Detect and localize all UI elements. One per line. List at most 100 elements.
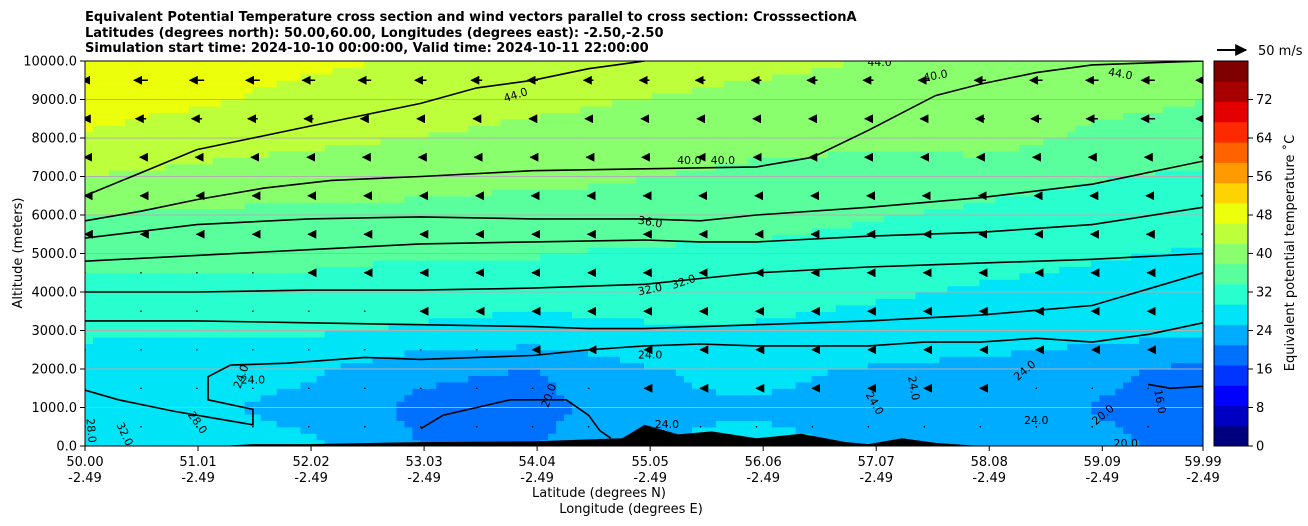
heatmap-cell <box>644 292 653 300</box>
heatmap-cell <box>388 413 398 421</box>
heatmap-cell <box>963 285 973 293</box>
heatmap-cell <box>228 266 238 274</box>
heatmap-cell <box>284 413 294 421</box>
heatmap-cell <box>675 266 685 274</box>
heatmap-cell <box>1163 330 1172 338</box>
heatmap-cell <box>124 292 134 300</box>
heatmap-cell <box>1011 401 1020 409</box>
heatmap-cell <box>148 369 158 377</box>
heatmap-cell <box>364 240 374 248</box>
heatmap-cell <box>476 362 485 370</box>
heatmap-cell <box>1059 330 1068 338</box>
heatmap-cell <box>468 413 477 421</box>
heatmap-cell <box>284 420 294 428</box>
heatmap-cell <box>556 292 565 300</box>
heatmap-cell <box>244 227 254 235</box>
heatmap-cell <box>124 420 134 428</box>
heatmap-cell <box>524 362 533 370</box>
heatmap-cell <box>1035 375 1044 383</box>
heatmap-cell <box>188 433 198 441</box>
heatmap-cell <box>332 362 342 370</box>
heatmap-cell <box>604 375 613 383</box>
heatmap-cell <box>947 279 957 287</box>
heatmap-cell <box>396 215 406 223</box>
heatmap-cell <box>939 336 949 344</box>
heatmap-cell <box>1171 279 1180 287</box>
heatmap-cell <box>1059 285 1068 293</box>
heatmap-cell <box>971 356 980 364</box>
heatmap-cell <box>923 420 933 428</box>
heatmap-cell <box>252 388 262 396</box>
heatmap-cell <box>763 401 773 409</box>
heatmap-cell <box>612 279 621 287</box>
heatmap-cell <box>1003 343 1012 351</box>
heatmap-cell <box>763 247 773 255</box>
heatmap-cell <box>787 420 797 428</box>
heatmap-cell <box>891 362 901 370</box>
heatmap-cell <box>1083 317 1092 325</box>
heatmap-cell <box>1131 381 1140 389</box>
heatmap-cell <box>955 292 965 300</box>
heatmap-cell <box>651 375 661 383</box>
heatmap-cell <box>100 234 110 242</box>
heatmap-cell <box>875 221 885 229</box>
heatmap-cell <box>707 369 717 377</box>
heatmap-cell <box>180 253 190 261</box>
heatmap-cell <box>731 426 741 434</box>
heatmap-cell <box>699 279 709 287</box>
heatmap-cell <box>316 375 326 383</box>
heatmap-cell <box>644 336 653 344</box>
heatmap-cell <box>1035 285 1044 293</box>
heatmap-cell <box>492 407 501 415</box>
heatmap-cell <box>651 394 661 402</box>
heatmap-cell <box>532 304 541 312</box>
heatmap-cell <box>492 381 501 389</box>
heatmap-cell <box>148 215 158 223</box>
heatmap-cell <box>292 234 302 242</box>
heatmap-cell <box>620 336 629 344</box>
heatmap-cell <box>404 413 414 421</box>
heatmap-cell <box>324 317 334 325</box>
heatmap-cell <box>572 317 581 325</box>
heatmap-cell <box>85 298 94 306</box>
heatmap-cell <box>388 330 398 338</box>
heatmap-cell <box>412 413 421 421</box>
heatmap-cell <box>164 304 174 312</box>
heatmap-cell <box>1099 311 1108 319</box>
heatmap-cell <box>675 259 685 267</box>
heatmap-cell <box>85 240 94 248</box>
heatmap-cell <box>1131 413 1140 421</box>
heatmap-cell <box>428 311 437 319</box>
heatmap-cell <box>1059 356 1068 364</box>
heatmap-cell <box>875 317 885 325</box>
heatmap-cell <box>1187 234 1196 242</box>
heatmap-cell <box>971 253 980 261</box>
heatmap-cell <box>420 343 429 351</box>
heatmap-cell <box>803 298 813 306</box>
heatmap-cell <box>156 272 166 280</box>
heatmap-cell <box>276 426 286 434</box>
heatmap-cell <box>1171 234 1180 242</box>
heatmap-cell <box>667 234 677 242</box>
heatmap-cell <box>428 413 437 421</box>
heatmap-cell <box>444 381 453 389</box>
heatmap-cell <box>372 349 382 357</box>
heatmap-cell <box>1091 401 1100 409</box>
heatmap-cell <box>771 240 781 248</box>
heatmap-cell <box>612 401 621 409</box>
heatmap-cell <box>236 266 246 274</box>
heatmap-cell <box>436 420 445 428</box>
heatmap-cell <box>955 343 965 351</box>
heatmap-cell <box>476 227 485 235</box>
heatmap-cell <box>1123 362 1132 370</box>
heatmap-cell <box>667 266 677 274</box>
heatmap-cell <box>508 292 517 300</box>
heatmap-cell <box>1051 439 1060 446</box>
heatmap-cell <box>1075 375 1084 383</box>
heatmap-cell <box>771 349 781 357</box>
heatmap-cell <box>164 330 174 338</box>
heatmap-cell <box>1027 324 1036 332</box>
heatmap-cell <box>1147 349 1156 357</box>
heatmap-cell <box>1027 253 1036 261</box>
heatmap-cell <box>659 298 669 306</box>
